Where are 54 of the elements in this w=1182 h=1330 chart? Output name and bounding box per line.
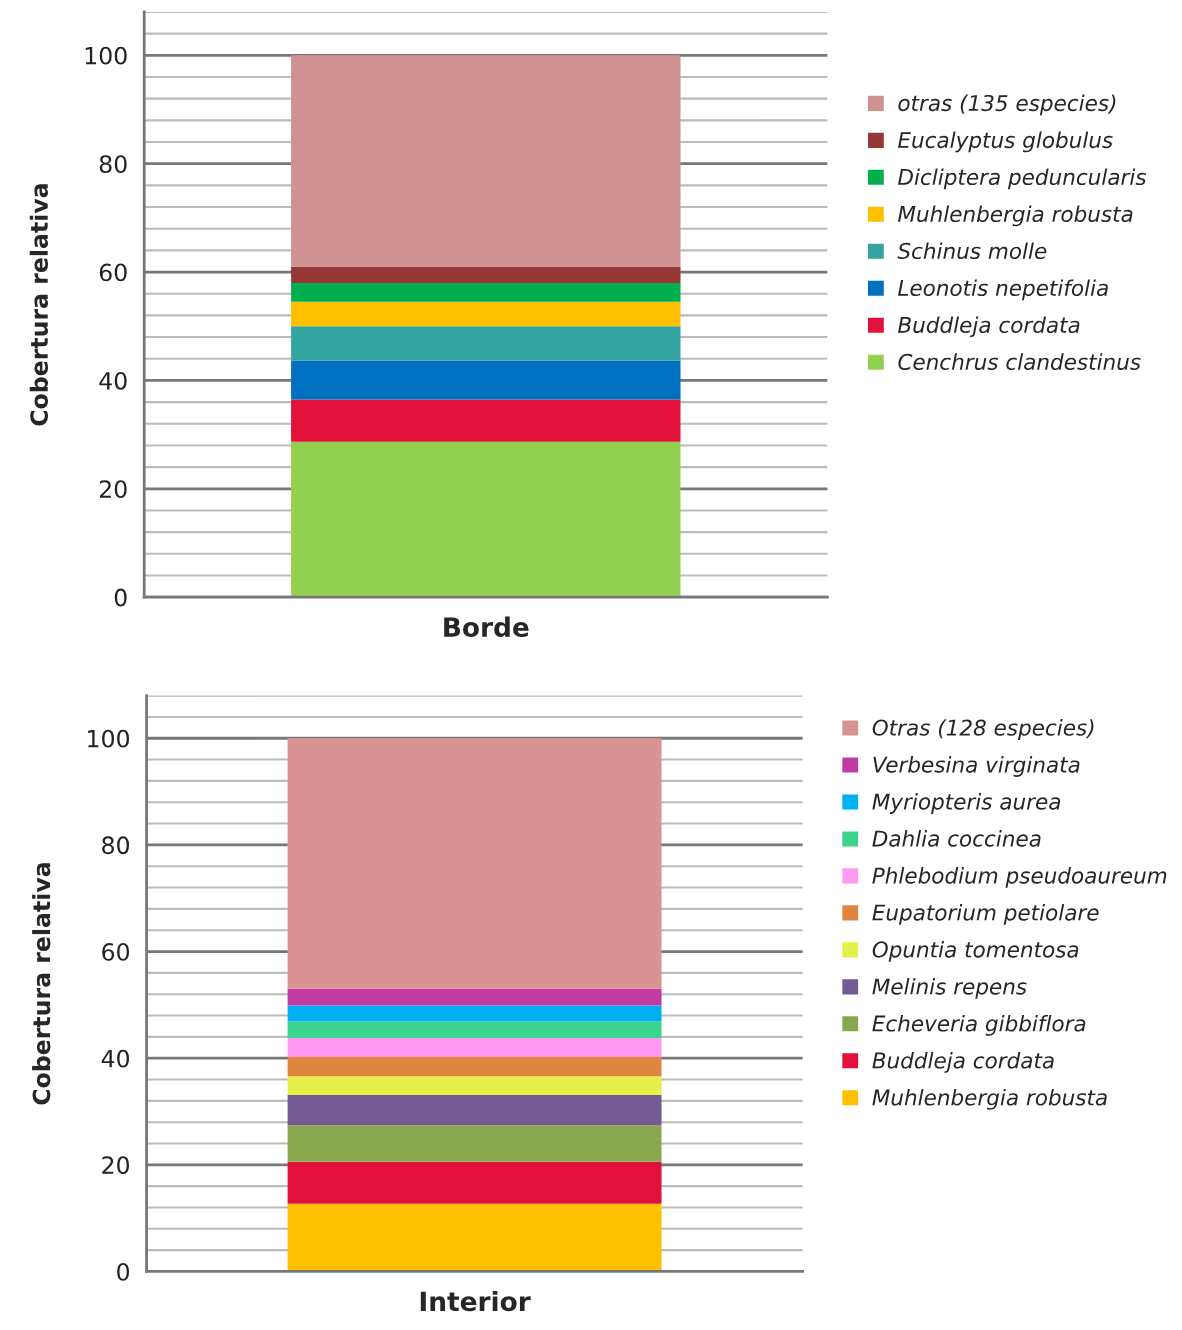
bar xyxy=(291,55,681,267)
bar xyxy=(291,326,681,361)
x-tick-label: Interior xyxy=(420,1290,531,1312)
y-tick-label: 80 xyxy=(102,836,130,855)
legend-label: Eupatorium petiolare xyxy=(872,904,1099,925)
bar xyxy=(287,1125,662,1162)
legend-label: Schinus molle xyxy=(897,242,1047,260)
legend-label: Dicliptera peduncularis xyxy=(897,168,1147,190)
legend-label: Buddleja cordata xyxy=(897,316,1080,338)
bar xyxy=(291,266,681,283)
bar xyxy=(291,360,681,400)
bar xyxy=(287,1203,662,1272)
y-tick-label: 100 xyxy=(85,46,127,65)
bar xyxy=(291,301,681,327)
y-axis-title: Cobertura relativa xyxy=(32,863,51,1105)
y-tick-label: 20 xyxy=(102,1156,130,1175)
bar xyxy=(291,399,681,442)
legend-label: Otras (128 especies) xyxy=(872,719,1094,740)
bar xyxy=(287,988,662,1006)
y-tick-label: 80 xyxy=(99,155,127,173)
x-tick-label: Borde xyxy=(444,616,529,638)
legend-label: Verbesina virginata xyxy=(873,756,1080,777)
legend-label: Eucalyptus globulus xyxy=(897,131,1113,153)
legend-label: Cenchrus clandestinus xyxy=(898,353,1141,371)
legend-label: Opuntia tomentosa xyxy=(872,940,1079,962)
y-tick-label: 20 xyxy=(99,480,127,499)
legend-label: Phlebodium pseudoaureum xyxy=(872,867,1167,888)
y-tick-label: 100 xyxy=(88,729,130,748)
legend-label: Muhlenbergia robusta xyxy=(897,205,1133,227)
y-axis-title: Cobertura relativa xyxy=(29,184,49,426)
legend-label: otras (135 especies) xyxy=(898,94,1116,116)
bar xyxy=(287,1094,662,1126)
legend-label: Dahlia coccinea xyxy=(872,830,1041,847)
legend-label: Melinis repens xyxy=(872,977,1027,999)
y-tick-label: 0 xyxy=(117,1262,130,1281)
y-tick-label: 40 xyxy=(99,371,127,390)
bar xyxy=(287,1005,662,1022)
legend-label: Buddleja cordata xyxy=(872,1051,1054,1073)
legend-label: Leonotis nepetifolia xyxy=(897,279,1108,301)
legend-label: Myriopteris aurea xyxy=(872,793,1061,814)
y-tick-label: 40 xyxy=(101,1049,130,1068)
bar xyxy=(287,1021,662,1038)
bar xyxy=(287,738,662,989)
bar xyxy=(287,1076,662,1095)
bar xyxy=(291,441,681,598)
y-tick-label: 0 xyxy=(114,588,127,607)
bar xyxy=(287,1057,662,1077)
bar xyxy=(287,1161,662,1204)
y-tick-label: 60 xyxy=(102,942,130,961)
legend-label: Muhlenbergia robusta xyxy=(872,1088,1107,1110)
bar xyxy=(287,1037,662,1058)
legend-label: Echeveria gibbiflora xyxy=(872,1014,1086,1036)
bar xyxy=(291,282,681,302)
y-tick-label: 60 xyxy=(99,263,127,282)
